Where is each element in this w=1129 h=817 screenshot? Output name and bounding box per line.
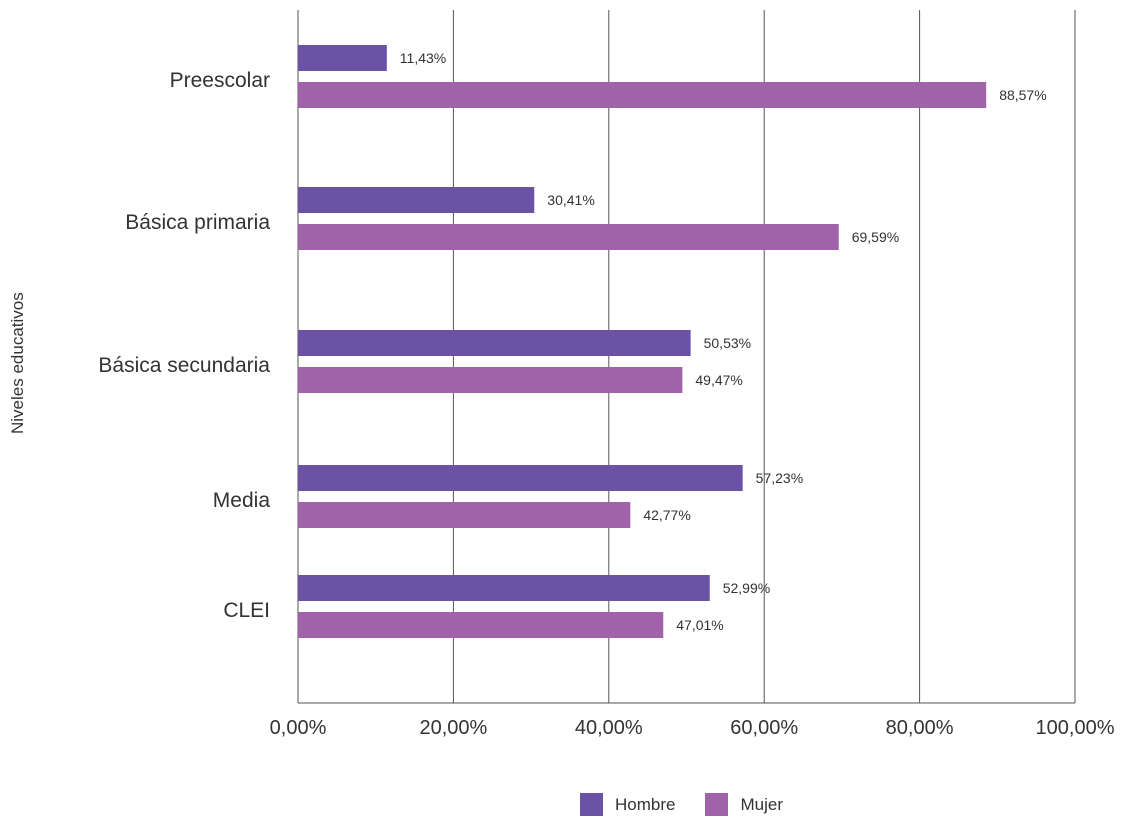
y-axis-label-text: Niveles educativos	[8, 292, 27, 434]
bar-hombre-0	[298, 45, 387, 71]
legend-item-mujer: Mujer	[705, 793, 783, 816]
legend-swatch-hombre	[580, 793, 603, 816]
category-label-0: Preescolar	[170, 69, 270, 92]
bar-hombre-4	[298, 575, 710, 601]
data-label-mujer-0: 88,57%	[999, 87, 1046, 103]
legend-swatch-mujer	[705, 793, 729, 816]
category-label-2: Básica secundaria	[98, 354, 270, 377]
bar-mujer-3	[298, 502, 631, 528]
category-label-1: Básica primaria	[125, 211, 270, 234]
legend-label-mujer: Mujer	[740, 794, 783, 814]
data-label-hombre-0: 11,43%	[400, 50, 446, 66]
data-label-hombre-3: 57,23%	[756, 470, 803, 486]
data-label-mujer-4: 47,01%	[676, 617, 723, 633]
bar-mujer-0	[298, 82, 987, 108]
data-label-mujer-1: 69,59%	[852, 229, 899, 245]
bar-mujer-4	[298, 612, 664, 638]
bar-hombre-1	[298, 187, 535, 213]
category-label-3: Media	[213, 489, 271, 512]
legend-item-hombre: Hombre	[580, 793, 675, 816]
category-label-4: CLEI	[223, 599, 270, 622]
data-label-hombre-2: 50,53%	[704, 335, 751, 351]
data-label-mujer-3: 42,77%	[643, 507, 690, 523]
legend-label-hombre: Hombre	[615, 794, 676, 814]
data-label-hombre-1: 30,41%	[547, 192, 594, 208]
data-label-mujer-2: 49,47%	[695, 372, 742, 388]
x-tick-label-2: 40,00%	[575, 717, 643, 739]
x-tick-label-4: 80,00%	[886, 717, 954, 739]
bar-mujer-2	[298, 367, 683, 393]
x-tick-label-3: 60,00%	[730, 717, 798, 739]
x-tick-label-5: 100,00%	[1036, 717, 1115, 739]
x-tick-label-1: 20,00%	[419, 717, 487, 739]
y-axis-label: Niveles educativos	[8, 292, 28, 434]
x-tick-label-0: 0,00%	[270, 717, 327, 739]
data-label-hombre-4: 52,99%	[723, 580, 770, 596]
bar-hombre-2	[298, 330, 691, 356]
legend: Hombre Mujer	[580, 793, 813, 816]
bar-hombre-3	[298, 465, 743, 491]
bar-mujer-1	[298, 224, 839, 250]
